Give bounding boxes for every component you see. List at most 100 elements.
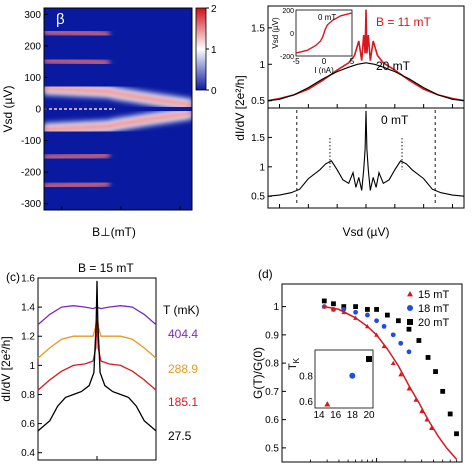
colorbar-tick-label: 1 — [211, 45, 217, 56]
panel-c-label: (c) — [6, 270, 20, 284]
scatter-point — [366, 356, 372, 363]
scatter-point — [433, 369, 438, 374]
heatmap-ylabel: Vsd (µV) — [1, 86, 15, 133]
scatter-point — [390, 332, 396, 338]
panel-b-inset-ytick-label: -200 — [280, 54, 294, 61]
scatter-point — [349, 372, 356, 379]
scatter-point — [341, 304, 347, 310]
panel-d-ylabel: G(T)/G(0) — [251, 347, 265, 399]
scatter-point — [406, 326, 412, 332]
panel-d: (d) 15 mT 18 mT 20 mT 0.5 0.6 0.7 0.8 0.9 1 G(T)/… — [251, 267, 463, 463]
heatmap-ridge-core — [44, 153, 110, 160]
heatmap-ridge-core — [44, 30, 110, 37]
heatmap-axes: -300 -200 -100 0 100 200 300 B⊥(mT) Vsd (µV) — [1, 10, 181, 239]
panel-b-bottom-ytick-label: 1.5 — [251, 133, 265, 144]
colorbar — [195, 7, 207, 91]
scatter-point — [321, 298, 327, 304]
panel-b-inset: 0 mT -5 0 5 -200 0 200 I (nA) Vsd (µV) — [271, 8, 355, 75]
panel-b-top-ytick-label: 1.5 — [251, 23, 265, 34]
panel-b-ylabel: dI/dV [2e²/h] — [233, 75, 247, 140]
panel-b-bottom-ytick-label: 0.5 — [251, 192, 265, 203]
scatter-point — [324, 401, 331, 407]
panel-b-series-label: B = 11 mT — [376, 15, 431, 29]
panel-c-ytick-label: 1.6 — [21, 274, 35, 285]
scatter-point — [425, 355, 431, 360]
panel-b-axes: Vsd (µV) dI/dV [2e²/h] — [233, 75, 389, 239]
scatter-point — [429, 425, 434, 431]
scatter-point — [390, 360, 396, 366]
heatmap-ytick-label: -300 — [21, 199, 41, 210]
heatmap-ridge-core — [44, 110, 192, 132]
heatmap-ridges — [44, 27, 192, 191]
panel-c-ytick-label: 0.8 — [21, 390, 35, 401]
scatter-point — [398, 372, 404, 377]
panel-b-inset-ytick-label: 0 — [290, 31, 294, 38]
panel-c-series-label: 27.5 — [168, 429, 192, 443]
panel-d-inset-xtick-label: 14 — [313, 410, 325, 421]
heatmap-ytick-label: 200 — [24, 41, 41, 52]
panel-d-inset-frame — [314, 349, 374, 409]
panel-b-inset-ytick-label: 200 — [282, 8, 294, 15]
panel-c-ytick-label: 0.4 — [21, 448, 35, 459]
panel-c-series-line — [37, 280, 157, 432]
heatmap-ytick-label: 0 — [35, 105, 41, 116]
panel-d-inset-xtick-label: 20 — [363, 410, 375, 421]
panel-a: β -300 -200 -100 0 100 200 300 B⊥(mT) Vsd (µV) 2… — [1, 4, 217, 239]
panel-c-series-label: 288.9 — [168, 362, 198, 376]
heatmap-ytick-label: 100 — [24, 73, 41, 84]
panel-b-bottom-ytick-label: 1 — [259, 162, 265, 173]
panel-d-legend-label: 20 mT — [418, 317, 449, 329]
heatmap-ridge-core — [44, 181, 110, 188]
panel-d-inset: 14 16 18 20 0.6 0.8TK — [287, 349, 375, 421]
panel-d-inset-ylabel: TK — [287, 357, 301, 370]
panel-b-xlabel: Vsd (µV) — [343, 225, 390, 239]
scatter-point — [407, 319, 413, 325]
panel-b-inset-xtick-label: 0 — [322, 57, 327, 66]
scatter-point — [398, 340, 404, 346]
panel-c-series-label: 185.1 — [168, 395, 198, 409]
panel-c-legend-title: T (mK) — [163, 303, 199, 317]
panel-b-inset-ylabel: Vsd (µV) — [271, 17, 280, 49]
panel-d-inset-xtick-label: 18 — [347, 410, 359, 421]
panel-c-ytick-label: 0.6 — [21, 419, 35, 430]
colorbar-ticks: 2 1 0 — [206, 4, 217, 97]
scatter-point — [395, 318, 401, 324]
panel-b-inset-xlabel: I (nA) — [314, 66, 334, 75]
panel-d-legend-label: 15 mT — [418, 289, 449, 301]
panel-c-ytick-label: 1.2 — [21, 332, 35, 343]
scatter-point — [353, 304, 358, 310]
panel-d-inset-xtick-label: 16 — [330, 410, 342, 421]
panel-d-inset-ytick-label: 0.6 — [299, 397, 313, 408]
panel-c-title: B = 15 mT — [78, 261, 134, 275]
scatter-point — [381, 323, 387, 329]
heatmap-ytick-label: -200 — [21, 168, 41, 179]
panel-c-series-line — [37, 321, 157, 391]
panel-b-inset-label: 0 mT — [318, 13, 336, 22]
panel-b-top-series-line — [267, 9, 465, 102]
scatter-point — [406, 349, 412, 355]
panel-b-bottom: 0 mT 0.5 1 1.5 — [251, 107, 465, 209]
scatter-point — [416, 338, 422, 343]
panel-d-inset-ytick-label: 0.8 — [299, 371, 313, 382]
panel-c-plot: 0.4 0.6 0.8 1 1.2 1.4 1.6 dI/dV [2e²/h] T (mK) 40… — [0, 274, 199, 461]
panel-b-bottom-series-line — [267, 110, 465, 197]
panel-c-ytick-label: 1.4 — [21, 303, 35, 314]
scatter-point — [331, 301, 336, 307]
heatmap-annotation: β — [56, 11, 65, 28]
scatter-point — [440, 388, 446, 394]
scatter-point — [331, 307, 336, 312]
colorbar-tick-label: 2 — [211, 4, 217, 15]
panel-c-series-label: 404.4 — [168, 327, 198, 341]
heatmap-ridge-core — [44, 86, 192, 108]
panel-d-ytick-label: 0.5 — [265, 443, 279, 454]
scatter-point — [365, 307, 370, 312]
scatter-point — [407, 291, 413, 297]
panel-d-legend-label: 18 mT — [418, 303, 449, 315]
panel-d-ytick-label: 0.6 — [265, 415, 279, 426]
scatter-point — [419, 408, 425, 414]
scatter-point — [407, 305, 413, 311]
panel-d-plot: 15 mT 18 mT 20 mT 0.5 0.6 0.7 0.8 0.9 1 G(T)/G(0) — [251, 283, 463, 463]
scatter-point — [374, 307, 379, 312]
panel-d-ytick-label: 0.7 — [265, 387, 279, 398]
panel-c-series-line — [37, 315, 157, 359]
